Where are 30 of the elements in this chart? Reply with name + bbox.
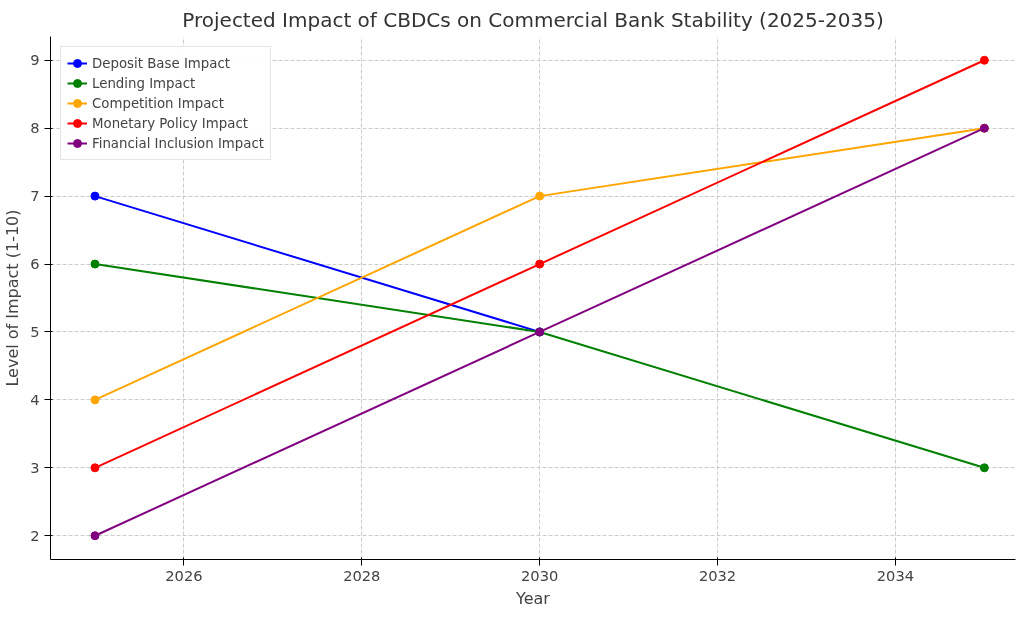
y-tick-label: 2 (30, 526, 40, 544)
x-axis-title: Year (515, 588, 551, 608)
point (90, 463, 100, 473)
legend-label: Competition Impact (92, 95, 224, 111)
y-tick-label: 9 (30, 51, 40, 69)
legend-label: Lending Impact (92, 75, 196, 91)
x-tick-label: 2030 (521, 566, 559, 584)
y-tick-label: 7 (30, 187, 40, 205)
x-tick-label: 2032 (698, 566, 737, 584)
y-tick-label: 5 (30, 322, 40, 340)
point (979, 463, 989, 473)
point (90, 395, 100, 405)
point (979, 55, 989, 65)
y-axis-title: Level of Impact (1-10) (3, 209, 23, 387)
legend-label: Deposit Base Impact (92, 55, 230, 71)
y-tick-label: 3 (30, 458, 40, 476)
y-tick-label: 6 (30, 255, 40, 273)
legend-label: Financial Inclusion Impact (92, 135, 265, 151)
x-tick-label: 2034 (876, 566, 915, 584)
x-tick-label: 2028 (343, 566, 381, 584)
point (90, 531, 100, 541)
y-tick-label: 8 (30, 119, 40, 137)
point (90, 259, 100, 269)
point (90, 191, 100, 201)
y-tick-label: 4 (30, 390, 40, 408)
point (535, 259, 545, 269)
x-tick-label: 2026 (165, 566, 203, 584)
point (535, 191, 545, 201)
chart-title: Projected Impact of CBDCs on Commercial Bank Stability (2025-2035) (182, 7, 884, 32)
legend-label: Monetary Policy Impact (92, 115, 248, 131)
